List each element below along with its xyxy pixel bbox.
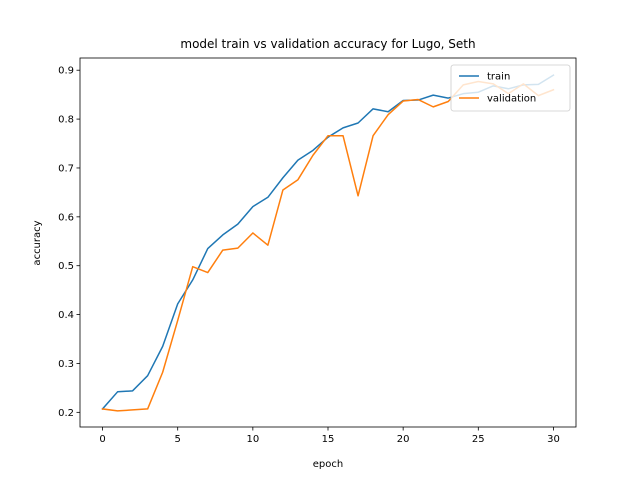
y-tick-label: 0.7 (58, 163, 74, 174)
y-tick-label: 0.5 (58, 261, 74, 272)
x-tick-label: 0 (99, 434, 105, 445)
plot-background (80, 58, 576, 427)
x-tick-label: 10 (246, 434, 259, 445)
axes-layer: 0 5 10 15 20 25 30 0.2 0.3 0.4 0.5 0.6 0.7 0.8 0.9 (58, 57, 577, 445)
y-tick-label: 0.9 (58, 66, 74, 77)
x-tick-label: 25 (472, 434, 485, 445)
plot-area (80, 58, 576, 427)
legend-box (450, 64, 571, 112)
x-tick-label: 20 (397, 434, 410, 445)
legend: train validation (450, 64, 571, 112)
x-tick-label: 15 (322, 434, 335, 445)
legend-label-validation: validation (487, 94, 536, 105)
y-tick-label: 0.2 (58, 408, 74, 419)
y-tick-label: 0.6 (58, 212, 74, 223)
legend-label-train: train (487, 72, 510, 83)
y-tick-label: 0.4 (58, 310, 74, 321)
y-axis-label: accuracy (32, 220, 43, 265)
x-tick-label: 5 (175, 434, 181, 445)
y-tick-label: 0.8 (58, 115, 74, 126)
x-tick-label: 30 (547, 434, 560, 445)
y-tick-label: 0.3 (58, 359, 74, 370)
x-axis-label: epoch (313, 459, 343, 470)
chart-title: model train vs validation accuracy for L… (180, 37, 475, 51)
